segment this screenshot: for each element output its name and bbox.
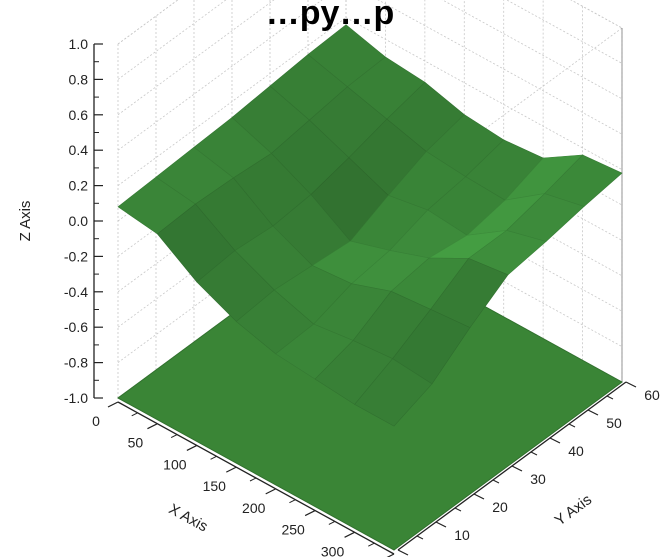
y-tick	[511, 465, 523, 472]
y-tick-label: 30	[530, 471, 546, 487]
y-minor-tick	[454, 507, 462, 512]
y-tick-label: 50	[606, 415, 622, 431]
z-tick-label: 0.6	[69, 107, 89, 123]
x-axis-title: X Axis	[166, 501, 211, 536]
chart-title-fragment: …py…p	[266, 0, 394, 32]
z-tick-label: -0.4	[64, 284, 88, 300]
grid-line-zwall-back	[345, 17, 623, 170]
grid-line-zwall-back	[441, 0, 623, 100]
surface	[117, 24, 623, 427]
y-axis-title: Y Axis	[552, 491, 595, 529]
x-tick-label: 100	[163, 456, 187, 472]
x-minor-tick	[249, 477, 257, 482]
grid-line-zwall-left	[117, 0, 323, 151]
y-minor-tick	[492, 479, 500, 484]
y-minor-tick	[568, 423, 576, 428]
x-tick	[344, 531, 355, 538]
grid-line-zwall-back	[377, 0, 623, 135]
y-tick-label: 40	[568, 443, 584, 459]
z-tick-label: -0.6	[64, 319, 88, 335]
y-tick-label: 10	[454, 527, 470, 543]
x-minor-tick	[328, 520, 336, 525]
x-tick	[226, 466, 237, 473]
x-tick	[147, 423, 158, 430]
x-tick	[107, 401, 119, 408]
y-minor-tick	[416, 535, 424, 540]
surface-patch	[354, 358, 433, 427]
z-tick-label: 1.0	[69, 36, 89, 52]
x-minor-tick	[210, 455, 217, 460]
y-minor-tick	[530, 451, 538, 456]
z-tick-label: 0.4	[69, 142, 89, 158]
x-minor-tick	[170, 434, 178, 439]
z-tick-label: 0.8	[69, 71, 89, 87]
x-minor-tick	[131, 412, 138, 417]
z-tick-label: -0.2	[64, 248, 88, 264]
z-tick-label: -0.8	[64, 355, 88, 371]
y-tick	[397, 549, 409, 556]
z-axis-title: Z Axis	[17, 201, 34, 242]
x-tick-label: 250	[281, 522, 305, 538]
x-tick-label: 200	[242, 500, 266, 516]
x-tick-label: 50	[128, 435, 144, 451]
x-tick	[304, 510, 316, 517]
x-tick-label: 150	[203, 478, 227, 494]
z-tick-label: 0.0	[69, 213, 89, 229]
z-tick-label: 0.2	[69, 178, 89, 194]
y-tick	[625, 381, 637, 388]
x-minor-tick	[289, 499, 296, 504]
x-tick	[265, 488, 276, 495]
y-tick	[587, 409, 599, 416]
tick-labels: -1.0 -0.8 -0.6 -0.4 -0.2 0.0 0.2 0.4 0.6 0.8 1.0 0 5…	[64, 36, 660, 557]
x-minor-tick	[368, 542, 375, 547]
y-tick-label: 20	[492, 499, 508, 515]
x-tick	[186, 444, 198, 451]
x-tick-label: 0	[92, 413, 100, 429]
z-tick-label: -1.0	[64, 390, 88, 406]
y-tick-label: 0	[420, 555, 428, 557]
y-tick	[549, 437, 561, 444]
y-tick-label: 60	[644, 387, 660, 403]
y-minor-tick	[606, 395, 614, 400]
grid-line-zwall-left	[117, 0, 275, 116]
y-tick	[473, 493, 485, 500]
x-tick-label: 300	[321, 543, 345, 557]
axes	[93, 43, 637, 557]
y-tick	[435, 521, 447, 528]
